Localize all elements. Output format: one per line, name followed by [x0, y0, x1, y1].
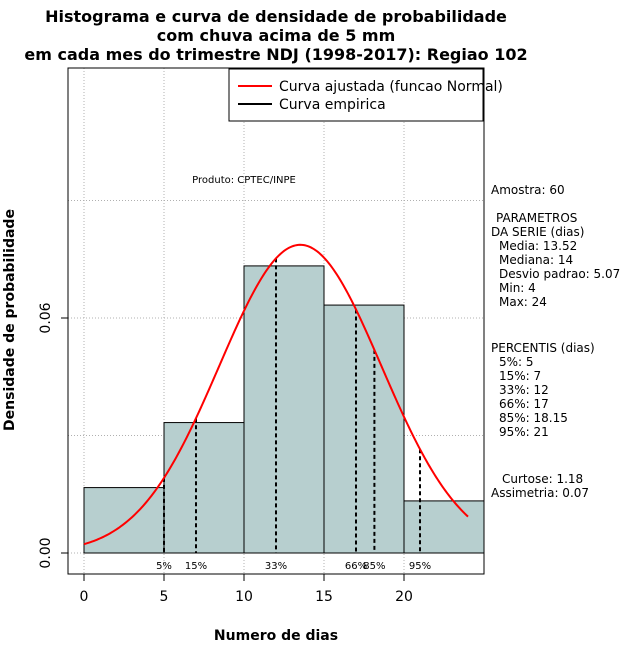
stats-panel: Amostra: 60 PARAMETROS DA SERIE (dias) M… — [491, 183, 620, 500]
histogram-bars — [83, 265, 485, 554]
legend-label-empirical: Curva empirica — [279, 97, 386, 113]
percentile-label-85: 85% — [363, 561, 385, 572]
param-desvio: Desvio padrao: 5.07 — [499, 267, 620, 281]
normal-curve — [83, 243, 469, 546]
percentile-label-95: 95% — [409, 561, 431, 572]
assimetria: Assimetria: 0.07 — [491, 486, 589, 500]
params-heading-1: PARAMETROS — [496, 211, 577, 225]
x-tick-label: 20 — [395, 589, 413, 605]
credit-text: Produto: CPTEC/INPE — [192, 175, 296, 186]
sample-size: Amostra: 60 — [491, 183, 565, 197]
percentil-33: 33%: 12 — [499, 383, 549, 397]
legend-label-fitted: Curva ajustada (funcao Normal) — [279, 79, 503, 95]
histogram-bar-1 — [163, 422, 245, 554]
percentile-lines: 5% 15% 33% 66%85% 95% — [156, 258, 431, 572]
percentile-label-5: 5% — [156, 561, 172, 572]
histogram-bar-4 — [403, 500, 485, 554]
percentil-15: 15%: 7 — [499, 369, 541, 383]
y-tick-label: 0.00 — [38, 537, 54, 568]
percentile-label-33: 33% — [265, 561, 287, 572]
curtose: Curtose: 1.18 — [502, 472, 583, 486]
x-tick-label: 0 — [80, 589, 89, 605]
chart-title-line-3: em cada mes do trimestre NDJ (1998-2017)… — [24, 45, 527, 64]
percentil-66: 66%: 17 — [499, 397, 549, 411]
chart-title-line-1: Histograma e curva de densidade de proba… — [45, 7, 507, 26]
chart-title-line-2: com chuva acima de 5 mm — [157, 26, 396, 45]
percentil-5: 5%: 5 — [499, 355, 534, 369]
param-max: Max: 24 — [499, 295, 547, 309]
param-min: Min: 4 — [499, 281, 536, 295]
histogram-bar-2 — [243, 265, 325, 554]
y-tick-label: 0.06 — [38, 302, 54, 333]
normal-curve-path — [83, 243, 469, 546]
axes: 0 5 10 15 20 0.00 0.06 — [38, 302, 484, 605]
percentis-heading: PERCENTIS (dias) — [491, 341, 595, 355]
percentile-label-66: 66% — [345, 561, 367, 572]
params-heading-2: DA SERIE (dias) — [491, 225, 584, 239]
histogram-bar-0 — [83, 487, 165, 554]
x-axis-title: Numero de dias — [214, 628, 338, 644]
legend-box — [228, 68, 484, 122]
x-tick-label: 10 — [235, 589, 253, 605]
percentil-85: 85%: 18.15 — [499, 411, 568, 425]
legend: Curva ajustada (funcao Normal) Curva emp… — [228, 68, 503, 122]
param-mediana: Mediana: 14 — [499, 253, 573, 267]
x-tick-label: 5 — [160, 589, 169, 605]
x-tick-label: 15 — [315, 589, 333, 605]
percentile-label-15: 15% — [185, 561, 207, 572]
plot-frame — [67, 67, 485, 575]
param-media: Media: 13.52 — [499, 239, 577, 253]
histogram-bar-3 — [323, 304, 405, 554]
y-axis-title: Densidade de probabilidade — [2, 209, 18, 431]
percentil-95: 95%: 21 — [499, 425, 549, 439]
